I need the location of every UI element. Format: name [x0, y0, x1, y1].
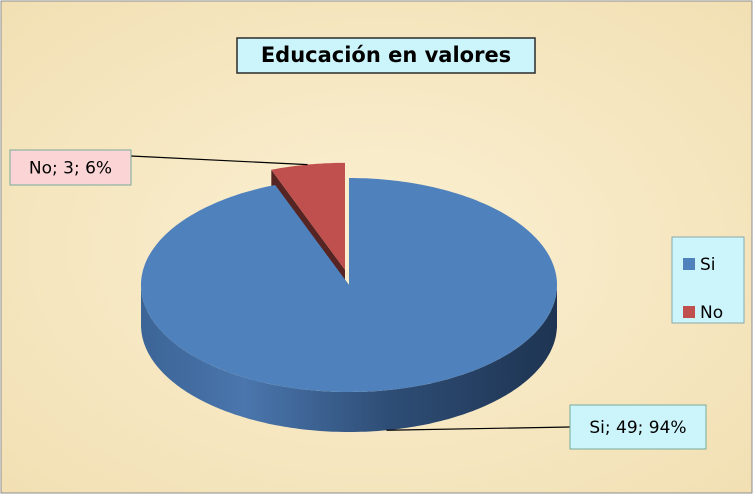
legend-label: Si: [700, 255, 716, 275]
pie-slice: [141, 178, 557, 392]
data-label: Si; 49; 94%: [589, 418, 686, 438]
data-label: No; 3; 6%: [29, 159, 112, 179]
pie-slice: [271, 162, 345, 270]
slice-side: [141, 285, 557, 432]
legend-swatch: [683, 258, 695, 270]
data-label-box: [9, 149, 132, 186]
data-label-box: [569, 404, 707, 450]
title-box: [236, 37, 536, 74]
chart-title: Educación en valores: [261, 43, 511, 67]
leader-line: [386, 426, 571, 431]
legend-swatch: [683, 306, 695, 318]
legend-label: No: [700, 303, 723, 323]
pie: [141, 162, 557, 432]
leader-line: [130, 155, 308, 166]
